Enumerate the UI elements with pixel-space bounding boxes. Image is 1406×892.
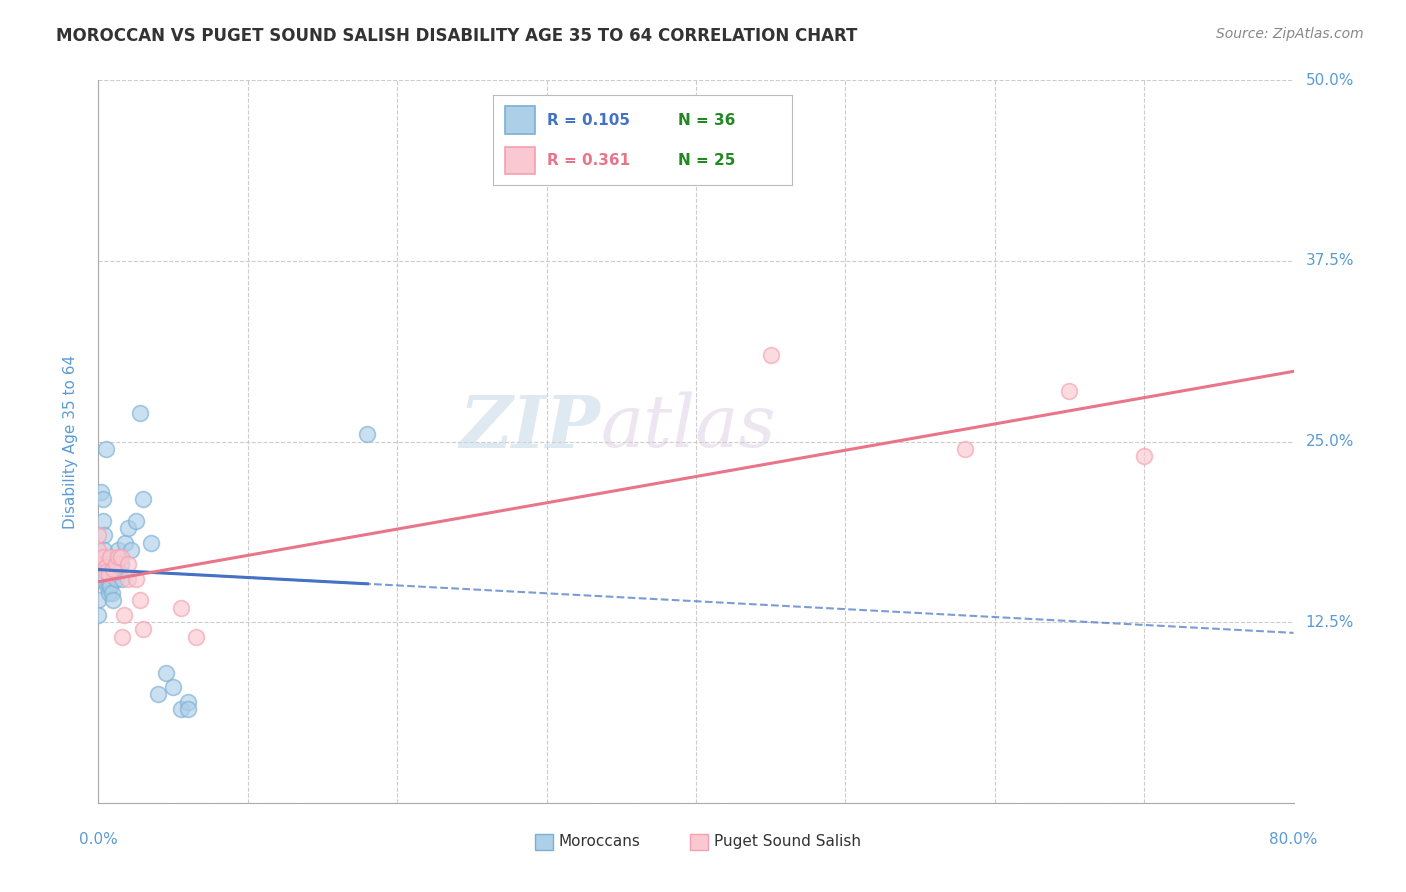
Text: 80.0%: 80.0%	[1270, 831, 1317, 847]
Point	[87, 572, 110, 586]
Point	[87, 542, 110, 557]
Point	[117, 572, 139, 586]
Point	[162, 680, 184, 694]
Point	[98, 579, 122, 593]
Point	[101, 586, 124, 600]
Point	[111, 572, 134, 586]
Point	[177, 695, 200, 709]
Point	[129, 593, 152, 607]
Point	[125, 514, 148, 528]
Point	[112, 607, 135, 622]
Point	[169, 600, 191, 615]
Point	[129, 406, 152, 420]
Point	[87, 528, 110, 542]
Point	[108, 565, 131, 579]
Point	[117, 521, 139, 535]
Point	[184, 630, 207, 644]
FancyBboxPatch shape	[534, 834, 553, 850]
Y-axis label: Disability Age 35 to 64: Disability Age 35 to 64	[63, 354, 77, 529]
Point	[103, 562, 125, 576]
Text: Puget Sound Salish: Puget Sound Salish	[714, 834, 860, 849]
Point	[91, 550, 114, 565]
Point	[87, 558, 110, 572]
Text: Source: ZipAtlas.com: Source: ZipAtlas.com	[1216, 27, 1364, 41]
Point	[97, 567, 120, 582]
Point	[96, 579, 118, 593]
Point	[97, 586, 120, 600]
Point	[94, 565, 117, 579]
Text: 37.5%: 37.5%	[1306, 253, 1354, 268]
FancyBboxPatch shape	[690, 834, 709, 850]
Point	[117, 558, 139, 572]
Point	[91, 492, 114, 507]
Text: 0.0%: 0.0%	[79, 831, 118, 847]
Point	[97, 579, 120, 593]
Point	[105, 572, 128, 586]
Point	[139, 535, 162, 549]
Point	[1059, 384, 1081, 398]
Point	[132, 623, 155, 637]
Point	[1133, 449, 1156, 463]
Point	[103, 565, 125, 579]
Point	[155, 665, 177, 680]
Point	[103, 593, 125, 607]
Text: 12.5%: 12.5%	[1306, 615, 1354, 630]
Point	[148, 687, 170, 701]
Point	[94, 442, 117, 456]
Point	[111, 630, 134, 644]
Point	[98, 550, 122, 565]
Point	[90, 485, 112, 500]
Text: MOROCCAN VS PUGET SOUND SALISH DISABILITY AGE 35 TO 64 CORRELATION CHART: MOROCCAN VS PUGET SOUND SALISH DISABILIT…	[56, 27, 858, 45]
Text: 50.0%: 50.0%	[1306, 73, 1354, 87]
Point	[93, 528, 115, 542]
Point	[177, 702, 200, 716]
Text: ZIP: ZIP	[460, 392, 600, 463]
Text: 25.0%: 25.0%	[1306, 434, 1354, 449]
Text: atlas: atlas	[600, 392, 776, 462]
Point	[953, 442, 976, 456]
Text: Moroccans: Moroccans	[558, 834, 640, 849]
Point	[356, 427, 378, 442]
Point	[107, 550, 129, 565]
Point	[94, 558, 117, 572]
Point	[132, 492, 155, 507]
Point	[169, 702, 191, 716]
Point	[107, 542, 129, 557]
Point	[110, 558, 132, 572]
Point	[94, 560, 117, 574]
Point	[87, 607, 110, 622]
Point	[87, 593, 110, 607]
Point	[759, 348, 782, 362]
Point	[93, 542, 115, 557]
Point	[110, 550, 132, 565]
Point	[105, 558, 128, 572]
Point	[120, 542, 142, 557]
Point	[125, 572, 148, 586]
Point	[114, 535, 136, 549]
Point	[91, 514, 114, 528]
